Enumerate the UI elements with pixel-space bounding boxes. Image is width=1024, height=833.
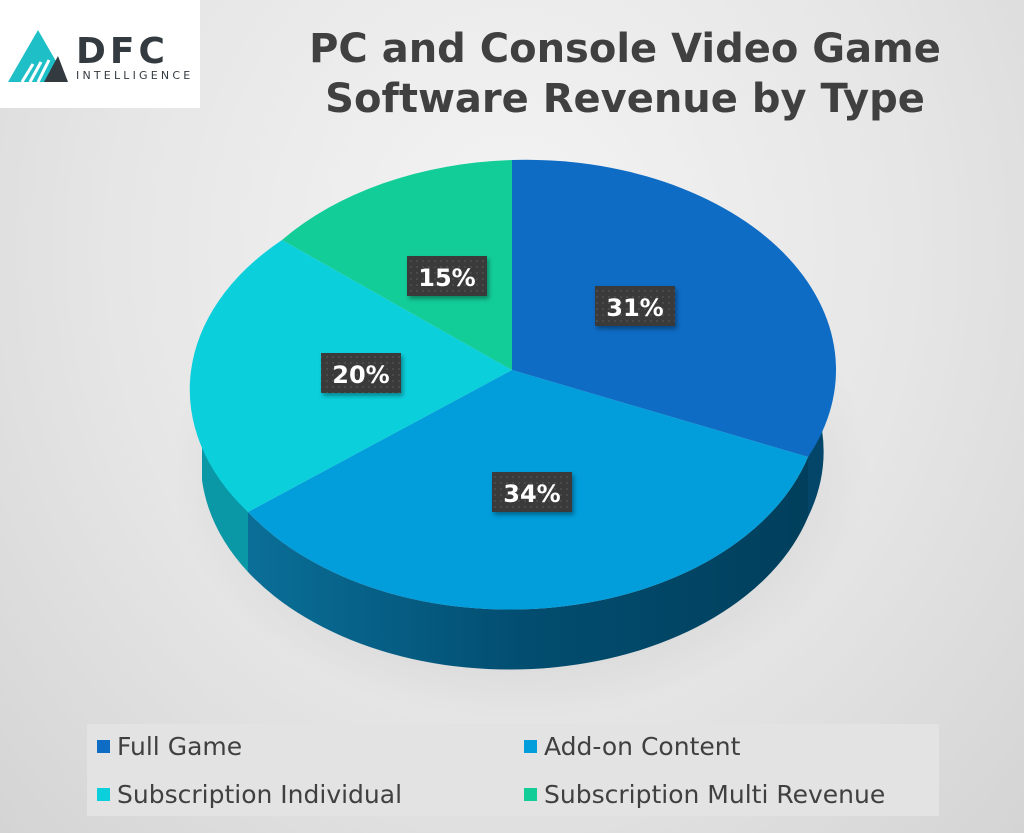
svg-text:34%: 34% [503,480,560,508]
svg-text:20%: 20% [332,361,389,389]
slice-subscription-multi-revenue [282,160,512,370]
legend-label: Add-on Content [544,732,741,761]
logo-mountain-icon [8,30,68,83]
svg-text:31%: 31% [606,294,663,322]
legend-label: Full Game [117,732,243,761]
svg-text:15%: 15% [418,264,475,292]
legend-item-add-on-content: Add-on Content [524,732,740,761]
legend-item-subscription-individual: Subscription Individual [97,780,402,809]
data-label-full-game: 31% [595,286,675,326]
legend-swatch-icon [524,788,537,801]
chart-title-line-2: Software Revenue by Type [325,76,925,122]
legend-label: Subscription Multi Revenue [544,780,886,809]
logo: DFC INTELLIGENCE [0,0,200,108]
data-label-subscription-individual: 20% [321,353,401,393]
legend-swatch-icon [524,740,537,753]
legend-label: Subscription Individual [117,780,403,809]
legend-swatch-icon [97,788,110,801]
legend: Full Game Add-on Content Subscription In… [87,724,939,816]
legend-swatch-icon [97,740,110,753]
logo-wordmark: DFC [76,31,169,72]
chart-title: PC and Console Video Game Software Reven… [230,24,1020,124]
chart-title-line-1: PC and Console Video Game [309,26,941,72]
legend-item-full-game: Full Game [97,732,242,761]
data-label-subscription-multi-revenue: 15% [407,256,487,296]
logo-subtitle: INTELLIGENCE [76,69,194,82]
legend-item-subscription-multi-revenue: Subscription Multi Revenue [524,780,885,809]
data-label-add-on-content: 34% [492,472,572,512]
